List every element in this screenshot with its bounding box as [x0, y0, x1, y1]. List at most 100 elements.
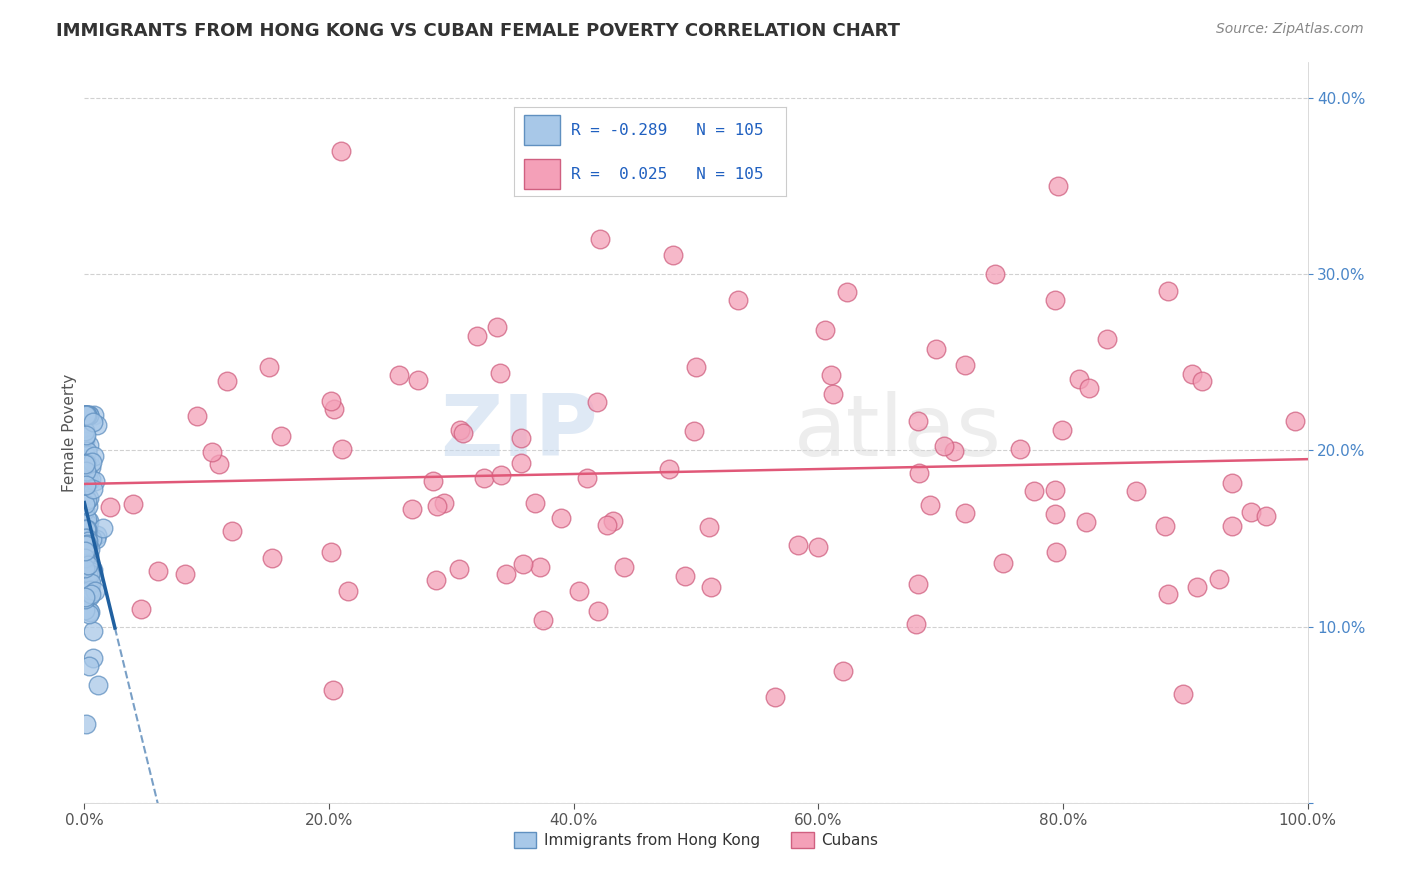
Point [568, 583, 591, 598]
Point [807, 540, 830, 554]
Point [763, 690, 786, 704]
Point [319, 393, 342, 408]
Point [75, 522, 97, 536]
Text: IMMIGRANTS FROM HONG KONG VS CUBAN FEMALE POVERTY CORRELATION CHART: IMMIGRANTS FROM HONG KONG VS CUBAN FEMAL… [56, 22, 900, 40]
Point [80, 576, 103, 591]
Point [510, 431, 533, 445]
Point [75, 523, 97, 537]
Point [576, 471, 599, 485]
Point [82, 568, 104, 582]
Point [953, 358, 976, 372]
Point [1045, 483, 1067, 497]
Point [586, 604, 609, 618]
Point [77, 524, 100, 538]
FancyBboxPatch shape [524, 159, 560, 189]
Point [260, 550, 283, 565]
Point [82, 482, 104, 496]
Point [586, 395, 609, 409]
Point [1153, 519, 1175, 533]
Point [82, 455, 104, 469]
Point [1240, 505, 1263, 519]
Point [98, 500, 121, 514]
Point [905, 617, 928, 632]
Point [77, 605, 100, 619]
Point [76, 408, 98, 422]
Point [84, 583, 107, 598]
Point [76, 499, 98, 513]
Point [73, 466, 96, 480]
Point [700, 580, 723, 594]
Point [270, 428, 292, 442]
Point [73, 488, 96, 502]
Point [787, 538, 810, 552]
Point [73, 457, 96, 471]
Point [658, 462, 681, 476]
Point [1043, 293, 1066, 308]
Point [75, 602, 97, 616]
Point [918, 499, 941, 513]
Point [835, 285, 858, 299]
Point [512, 558, 534, 572]
Point [991, 556, 1014, 570]
Point [82, 563, 104, 577]
Point [1191, 374, 1213, 388]
Point [75, 457, 97, 471]
Point [319, 545, 342, 559]
Point [75, 446, 97, 460]
Point [697, 520, 720, 534]
Point [1254, 508, 1277, 523]
Point [1180, 367, 1202, 381]
Point [485, 319, 508, 334]
Point [79, 577, 101, 591]
Point [330, 442, 353, 456]
Point [76, 531, 98, 545]
Point [83, 408, 105, 422]
Point [529, 560, 551, 574]
Point [186, 409, 208, 424]
Point [932, 439, 955, 453]
Point [77, 475, 100, 489]
Point [814, 323, 837, 337]
Point [79, 582, 101, 597]
Point [73, 544, 96, 558]
Point [76, 408, 98, 422]
Point [1095, 332, 1118, 346]
Point [76, 539, 98, 553]
Point [75, 478, 97, 492]
Point [509, 456, 531, 470]
Point [86, 418, 108, 433]
Point [76, 522, 98, 536]
Point [75, 408, 97, 422]
Point [217, 374, 239, 388]
Point [942, 444, 965, 458]
Point [533, 613, 555, 627]
Point [75, 538, 97, 552]
Point [75, 491, 97, 506]
Point [682, 425, 704, 439]
Point [73, 430, 96, 444]
Point [1078, 380, 1101, 394]
Point [79, 590, 101, 604]
Point [907, 466, 929, 480]
Text: R =  0.025   N = 105: R = 0.025 N = 105 [571, 167, 763, 181]
Point [433, 496, 456, 510]
Text: Source: ZipAtlas.com: Source: ZipAtlas.com [1216, 22, 1364, 37]
Point [75, 497, 97, 511]
Point [75, 425, 97, 439]
Point [86, 677, 108, 691]
Point [257, 360, 280, 375]
Point [1220, 518, 1243, 533]
Point [76, 541, 98, 556]
Point [451, 425, 474, 440]
Point [82, 651, 104, 665]
Point [75, 522, 97, 536]
Point [472, 471, 495, 485]
Point [953, 506, 976, 520]
Point [77, 408, 100, 422]
Point [489, 467, 512, 482]
Point [91, 521, 114, 535]
Point [336, 583, 359, 598]
Point [221, 524, 243, 538]
Point [201, 445, 224, 459]
Point [76, 467, 98, 482]
